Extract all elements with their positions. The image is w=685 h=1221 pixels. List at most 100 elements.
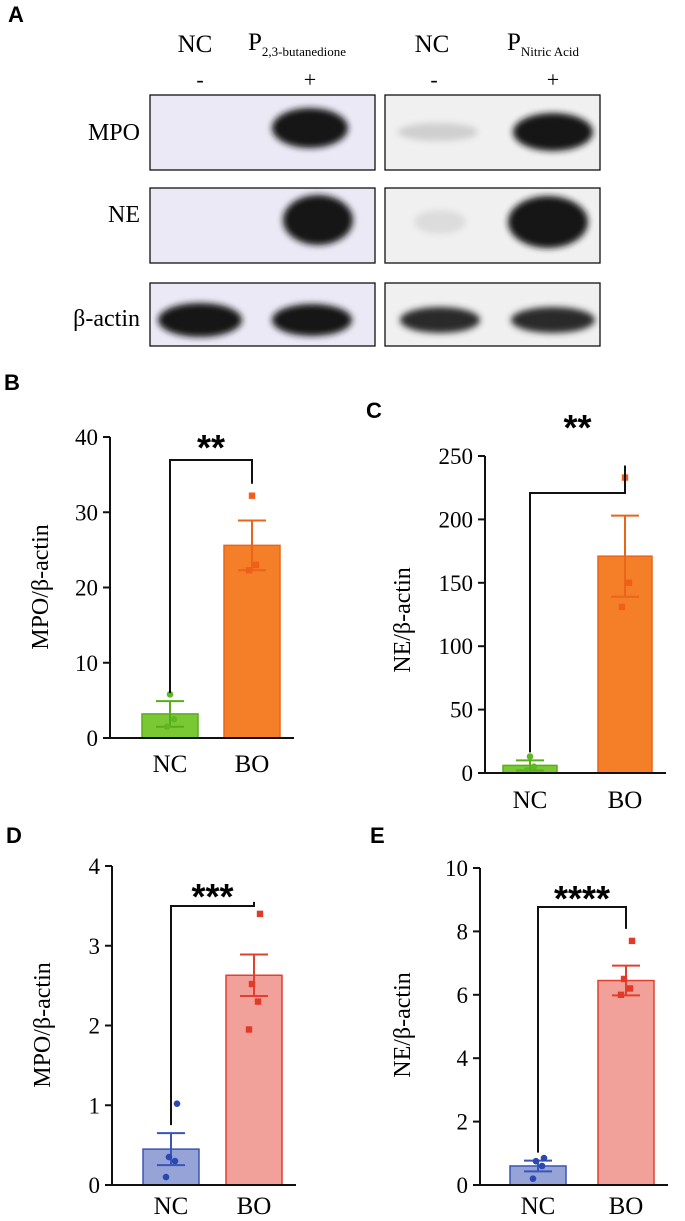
panel-letter-e: E (370, 823, 385, 848)
chart-c: 0 50 100 150 200 250 NC BO NE/β-actin ** (390, 407, 666, 814)
panel-a: A NC P2,3-butanedione NC PNitric Acid - … (8, 2, 601, 347)
chart-e: 0 2 4 6 8 10 NC BO NE/β-actin **** (390, 856, 668, 1220)
x-tick-label-nc-e: NC (521, 1193, 556, 1220)
panel-letter-b: B (4, 370, 20, 395)
lane-sign-2: + (304, 67, 316, 92)
data-point-bo-e (628, 937, 636, 945)
data-point-bo-c (618, 603, 626, 611)
blot-actin-right (384, 282, 601, 347)
x-tick-label-nc-c: NC (513, 787, 548, 814)
data-point-bo-d (256, 910, 264, 918)
data-point-bo-c (625, 579, 633, 586)
significance-label-e: **** (554, 878, 610, 919)
data-point-bo-b (252, 561, 260, 569)
significance-label-d: *** (191, 876, 233, 917)
y-tick-label-d: 1 (89, 1093, 101, 1118)
lane-header-nc-right: NC (415, 31, 450, 58)
significance-bracket-b (169, 459, 253, 694)
row-label-beta-actin: β-actin (73, 306, 140, 332)
bar-bo-d (225, 974, 283, 1186)
blot-ne-right (384, 187, 601, 264)
y-tick-label-c: 250 (439, 444, 474, 469)
significance-bracket-c (529, 465, 626, 753)
data-point-nc-b (170, 715, 178, 723)
y-tick-label-d: 0 (89, 1173, 101, 1198)
data-point-nc-c (526, 753, 534, 760)
data-point-nc-d (162, 1173, 170, 1181)
panel-c: C 0 50 100 150 200 250 NC BO NE/β-actin ** (366, 398, 666, 814)
lane-header-p-main: P (248, 29, 262, 56)
y-tick-label-b: 40 (75, 425, 98, 450)
y-tick-label-c: 200 (439, 507, 474, 532)
row-label-ne: NE (108, 202, 140, 228)
data-point-bo-b (245, 566, 253, 574)
y-axis-label-d: MPO/β-actin (30, 962, 56, 1088)
data-point-bo-d (254, 998, 262, 1005)
y-tick-label-c: 150 (439, 571, 474, 596)
panel-d: D 0 1 2 3 4 NC BO MPO/β-actin *** (6, 823, 296, 1220)
y-tick-label-b: 10 (75, 651, 98, 676)
y-tick-label-e: 2 (457, 1110, 469, 1135)
lane-header-p-sub: 2,3-butanedione (262, 44, 346, 59)
bar-bo-e (597, 979, 655, 1186)
y-tick-label-e: 4 (457, 1046, 469, 1071)
data-point-bo-e (620, 975, 628, 983)
x-tick-label-nc-d: NC (154, 1193, 189, 1220)
data-point-nc-e (540, 1154, 548, 1162)
row-label-mpo: MPO (88, 120, 140, 146)
lane-sign-1: - (196, 67, 203, 92)
panel-b: B 0 10 20 30 40 NC BO MPO/β-actin ** (4, 370, 294, 778)
significance-bracket-e (537, 906, 627, 1153)
y-tick-label-e: 0 (457, 1173, 469, 1198)
data-point-nc-b (166, 691, 174, 698)
significance-label-b: ** (197, 427, 225, 468)
lane-sign-4: + (547, 67, 559, 92)
y-tick-label-d: 4 (89, 854, 101, 879)
y-tick-label-c: 0 (462, 761, 474, 786)
data-point-nc-e (538, 1162, 546, 1170)
y-axis-label-b: MPO/β-actin (28, 524, 54, 650)
x-tick-label-bo-d: BO (237, 1193, 272, 1220)
lane-sign-3: - (430, 67, 437, 92)
data-point-bo-d (245, 1026, 253, 1033)
lane-header-p2-sub: Nitric Acid (521, 44, 580, 59)
data-point-bo-b (248, 492, 256, 499)
row-labels: MPO NE β-actin (73, 120, 140, 332)
lane-header-p2-main: P (507, 29, 521, 56)
data-point-nc-c (530, 763, 538, 770)
y-axis-label-e: NE/β-actin (390, 972, 416, 1078)
data-point-nc-e (532, 1157, 540, 1165)
blot-mpo-right (384, 94, 601, 171)
significance-bracket-d (170, 901, 255, 1126)
bar-bo-b (223, 544, 281, 739)
data-point-nc-d (165, 1153, 173, 1161)
x-tick-label-nc-b: NC (153, 751, 188, 778)
panel-letter-a: A (8, 2, 24, 27)
y-tick-label-d: 3 (89, 934, 101, 959)
panel-letter-d: D (6, 823, 22, 848)
y-tick-label-b: 0 (87, 726, 99, 751)
data-point-nc-b (163, 723, 171, 731)
blot-actin-left (149, 282, 376, 347)
y-tick-label-b: 20 (75, 576, 98, 601)
y-tick-label-e: 6 (457, 983, 469, 1008)
y-tick-label-c: 50 (450, 698, 473, 723)
y-tick-label-b: 30 (75, 500, 98, 525)
y-tick-label-e: 10 (445, 856, 468, 881)
y-tick-label-c: 100 (439, 634, 474, 659)
y-tick-label-e: 8 (457, 919, 469, 944)
panel-e: E 0 2 4 6 8 10 NC BO NE/β-actin **** (370, 823, 668, 1220)
x-tick-label-bo-b: BO (235, 751, 270, 778)
y-axis-label-c: NE/β-actin (390, 567, 416, 673)
lane-headers: NC P2,3-butanedione NC PNitric Acid - + … (178, 29, 580, 92)
data-point-bo-e (617, 991, 625, 998)
data-point-nc-e (529, 1175, 537, 1182)
data-point-nc-d (171, 1157, 179, 1165)
lane-header-p-butanedione: P2,3-butanedione (248, 29, 346, 59)
panel-letter-c: C (366, 398, 382, 423)
lane-header-p-nitric: PNitric Acid (507, 29, 580, 59)
data-point-bo-d (248, 980, 256, 988)
significance-label-c: ** (563, 407, 591, 448)
data-point-bo-e (626, 985, 634, 992)
